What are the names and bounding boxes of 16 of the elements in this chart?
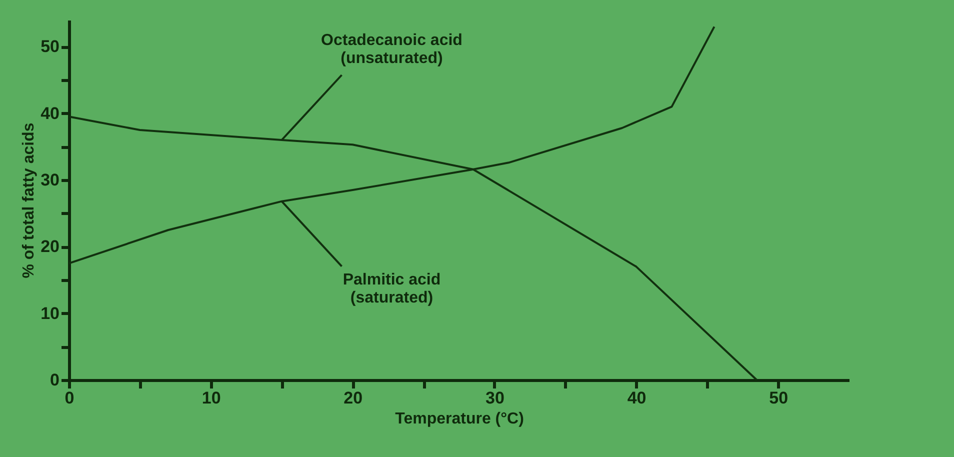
y-tick-label: 0 (50, 370, 60, 390)
text: Octadecanoic acid (unsaturated) (321, 32, 462, 67)
x-axis-title: Temperature (°C) (395, 410, 524, 428)
y-tick-label: 10 (40, 304, 60, 323)
x-tick-label: 30 (485, 388, 504, 408)
y-tick-label: 40 (40, 104, 60, 123)
x-tick-label: 40 (627, 388, 646, 408)
y-axis-title: % of total fatty acids (20, 122, 38, 278)
x-tick-label: 0 (64, 388, 74, 408)
y-tick-label: 50 (40, 37, 60, 56)
text: Palmitic acid (saturated) (342, 271, 441, 306)
x-tick-label: 10 (202, 388, 221, 408)
x-tick-label: 20 (344, 388, 363, 408)
y-tick-label: 20 (40, 237, 60, 256)
x-tick-label: 50 (769, 388, 788, 408)
y-tick-label: 30 (40, 170, 60, 190)
